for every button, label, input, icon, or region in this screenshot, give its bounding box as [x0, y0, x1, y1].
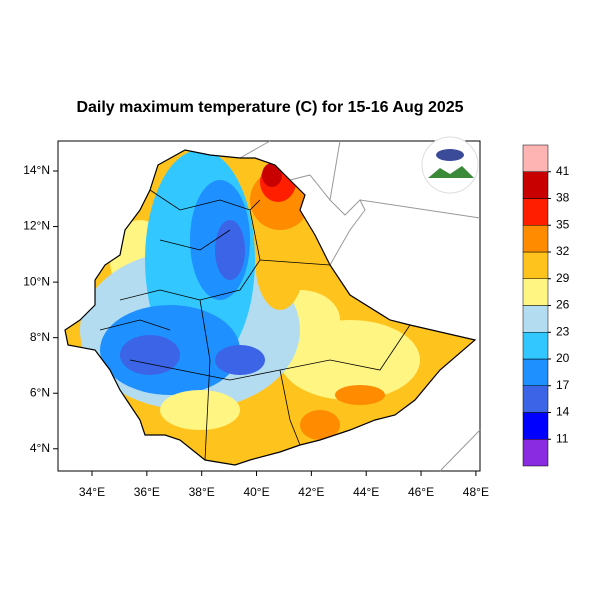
- x-tick-label: 46°E: [408, 485, 434, 499]
- admin-borders: [99, 189, 411, 461]
- map-title: Daily maximum temperature (C) for 15-16 …: [76, 99, 463, 116]
- y-tick-label: 8°N: [30, 330, 50, 344]
- x-tick-label: 44°E: [353, 485, 379, 499]
- x-tick-label: 38°E: [189, 485, 215, 499]
- colorbar-box: [522, 358, 549, 386]
- x-tick-label: 42°E: [298, 485, 324, 499]
- colorbar-label: 41: [556, 164, 570, 178]
- colorbar-label: 17: [556, 378, 570, 392]
- y-tick-label: 10°N: [23, 274, 50, 288]
- x-tick-label: 40°E: [243, 485, 269, 499]
- x-tick-label: 36°E: [134, 485, 160, 499]
- colorbar-label: 23: [556, 324, 570, 338]
- y-tick-label: 4°N: [30, 441, 50, 455]
- neighbor-borders: [239, 140, 481, 472]
- y-tick-label: 12°N: [23, 219, 50, 233]
- colorbar-box: [522, 225, 549, 253]
- colorbar-box: [522, 144, 549, 172]
- x-tick-label: 34°E: [79, 485, 105, 499]
- colorbar-box: [522, 171, 549, 199]
- colorbar-box: [522, 412, 549, 440]
- y-tick-label: 14°N: [23, 163, 50, 177]
- colorbar-label: 35: [556, 217, 570, 231]
- colorbar-label: 32: [556, 244, 570, 258]
- colorbar-box: [522, 305, 549, 333]
- colorbar-label: 38: [556, 191, 570, 205]
- colorbar-box: [522, 439, 549, 467]
- colorbar-label: 26: [556, 298, 570, 312]
- colorbar-label: 20: [556, 351, 570, 365]
- colorbar-box: [522, 332, 549, 360]
- country-border: [64, 149, 477, 466]
- colorbar-box: [522, 251, 549, 279]
- colorbar-label: 14: [556, 405, 570, 419]
- colorbar-box: [522, 278, 549, 306]
- colorbar-box: [522, 385, 549, 413]
- logo: [421, 136, 479, 194]
- y-tick-label: 6°N: [30, 385, 50, 399]
- colorbar-box: [522, 198, 549, 226]
- x-tick-label: 48°E: [463, 485, 489, 499]
- colorbar-label: 11: [556, 431, 569, 445]
- colorbar-label: 29: [556, 271, 570, 285]
